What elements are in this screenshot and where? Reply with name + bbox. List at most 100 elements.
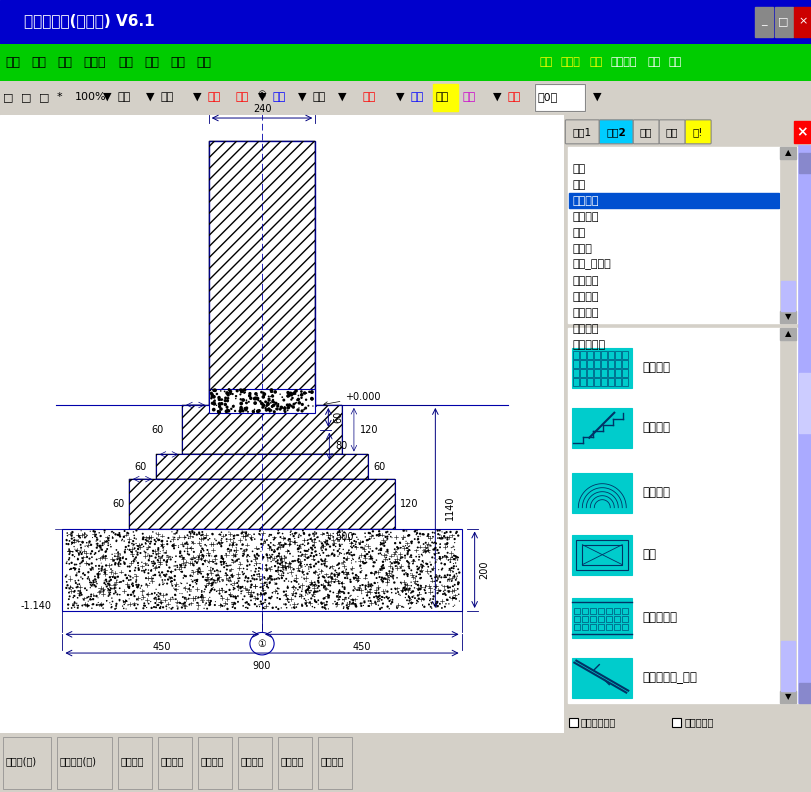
Point: [214, 599, 227, 611]
Point: [438, 531, 451, 544]
Point: [104, 570, 117, 583]
Point: [256, 550, 269, 563]
Point: [349, 540, 362, 553]
Point: [113, 527, 126, 539]
Bar: [208, 142, 315, 405]
Point: [192, 526, 205, 539]
Point: [92, 571, 105, 584]
Point: [427, 599, 440, 611]
Point: [225, 569, 238, 581]
Point: [164, 572, 177, 584]
Point: [268, 539, 281, 552]
Point: [393, 562, 406, 574]
Text: 200: 200: [479, 561, 489, 579]
Point: [152, 590, 165, 603]
Point: [236, 581, 249, 593]
Point: [285, 389, 298, 402]
Point: [311, 585, 324, 598]
Point: [153, 545, 166, 558]
Point: [232, 553, 245, 565]
FancyBboxPatch shape: [659, 120, 684, 144]
Point: [334, 547, 347, 560]
Point: [256, 552, 269, 565]
Point: [131, 581, 144, 594]
Point: [229, 550, 242, 562]
Point: [291, 393, 304, 406]
Point: [101, 543, 114, 556]
Point: [210, 399, 223, 412]
Point: [207, 395, 220, 408]
Point: [67, 591, 79, 604]
Point: [320, 560, 333, 573]
Point: [337, 555, 350, 568]
Point: [95, 564, 108, 577]
Point: [66, 549, 79, 562]
Point: [333, 593, 345, 606]
Point: [325, 571, 338, 584]
Point: [303, 596, 316, 609]
Point: [277, 564, 290, 577]
Bar: [606, 615, 611, 622]
Point: [447, 541, 460, 554]
Point: [286, 401, 299, 413]
Point: [205, 390, 218, 403]
Point: [185, 535, 198, 548]
Point: [285, 394, 298, 406]
Point: [132, 562, 145, 574]
Point: [336, 581, 349, 593]
Point: [122, 581, 135, 593]
Point: [105, 558, 118, 571]
Point: [230, 591, 242, 604]
Point: [238, 572, 251, 584]
Point: [103, 575, 116, 588]
Point: [294, 538, 307, 550]
Point: [337, 535, 350, 547]
Point: [206, 572, 219, 584]
Point: [253, 527, 266, 540]
Point: [391, 586, 404, 599]
Point: [265, 590, 278, 603]
Point: [298, 592, 311, 605]
Point: [277, 574, 290, 587]
Point: [403, 592, 416, 604]
Point: [204, 595, 217, 607]
Point: [122, 569, 135, 581]
Point: [212, 569, 225, 581]
Point: [201, 568, 214, 581]
Point: [198, 532, 211, 545]
Point: [259, 593, 272, 606]
Point: [236, 538, 249, 550]
Bar: [607, 378, 613, 386]
Point: [325, 567, 338, 580]
Point: [351, 590, 364, 603]
Point: [242, 550, 255, 563]
Point: [447, 592, 460, 605]
Point: [248, 392, 261, 405]
Point: [164, 553, 177, 565]
Point: [178, 537, 191, 550]
Point: [295, 398, 308, 411]
Point: [353, 551, 366, 564]
Bar: [580, 351, 586, 359]
Point: [155, 596, 168, 609]
Point: [328, 568, 341, 581]
Point: [410, 533, 423, 546]
Point: [436, 532, 448, 545]
Point: [172, 580, 185, 592]
Point: [221, 392, 234, 405]
Point: [68, 584, 81, 597]
Point: [68, 558, 81, 571]
Point: [393, 589, 406, 602]
Point: [215, 537, 228, 550]
Point: [385, 531, 398, 544]
Point: [390, 602, 403, 615]
Point: [65, 557, 78, 569]
Text: 只选图形: 只选图形: [281, 756, 304, 766]
Text: 轴线: 轴线: [410, 92, 423, 102]
Point: [413, 583, 426, 596]
Point: [298, 550, 311, 563]
Point: [323, 571, 336, 584]
Point: [360, 548, 373, 561]
Point: [221, 598, 234, 611]
Point: [416, 527, 429, 540]
